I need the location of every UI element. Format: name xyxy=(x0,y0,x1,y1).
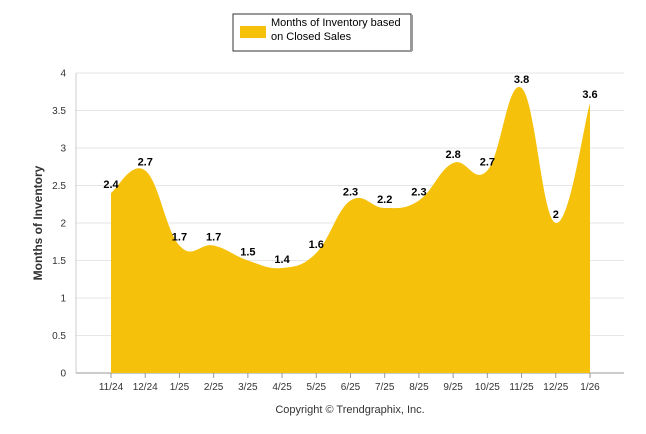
data-label: 2 xyxy=(553,209,559,221)
legend-swatch xyxy=(240,26,266,38)
x-tick-label: 11/24 xyxy=(99,382,124,393)
data-label: 2.2 xyxy=(377,194,392,206)
copyright-credit: Copyright © Trendgraphix, Inc. xyxy=(275,404,424,416)
x-tick-label: 7/25 xyxy=(375,382,395,393)
y-tick-label: 0.5 xyxy=(52,331,66,342)
y-tick-label: 3.5 xyxy=(52,106,66,117)
x-tick-label: 2/25 xyxy=(204,382,224,393)
y-tick-label: 3 xyxy=(60,144,66,155)
y-tick-label: 1 xyxy=(60,294,66,305)
x-tick-label: 9/25 xyxy=(443,382,463,393)
x-tick-label: 12/25 xyxy=(543,382,568,393)
x-tick-label: 6/25 xyxy=(341,382,361,393)
data-label: 2.3 xyxy=(411,187,426,199)
x-tick-label: 10/25 xyxy=(475,382,500,393)
y-tick-label: 0 xyxy=(60,369,66,380)
legend: Months of Inventory based on Closed Sale… xyxy=(232,13,413,52)
data-label: 2.8 xyxy=(445,149,460,161)
x-tick-label: 11/25 xyxy=(509,382,534,393)
data-label: 1.7 xyxy=(172,232,187,244)
data-label: 3.8 xyxy=(514,74,529,86)
data-label: 1.5 xyxy=(240,247,255,259)
x-tick-label: 12/24 xyxy=(133,382,158,393)
legend-label-line2: on Closed Sales xyxy=(271,31,352,43)
data-label: 3.6 xyxy=(582,89,597,101)
data-label: 2.4 xyxy=(103,179,119,191)
x-tick-label: 3/25 xyxy=(238,382,258,393)
x-tick-label: 1/25 xyxy=(170,382,190,393)
data-label: 2.7 xyxy=(480,157,495,169)
data-label: 1.6 xyxy=(309,239,324,251)
y-tick-label: 2.5 xyxy=(52,181,66,192)
area-fill xyxy=(111,87,590,373)
x-axis-ticks: 11/24 12/24 1/25 2/25 3/25 4/25 5/25 6/25 7/25 8/… xyxy=(99,373,600,393)
legend-label-line1: Months of Inventory based xyxy=(271,17,401,29)
x-tick-label: 5/25 xyxy=(307,382,327,393)
x-tick-label: 1/26 xyxy=(580,382,600,393)
x-tick-label: 4/25 xyxy=(272,382,292,393)
y-tick-label: 4 xyxy=(60,69,66,80)
data-label: 1.4 xyxy=(274,254,290,266)
y-axis-title: Months of Inventory xyxy=(31,165,45,280)
data-label: 2.3 xyxy=(343,187,358,199)
data-label: 1.7 xyxy=(206,232,221,244)
y-tick-label: 2 xyxy=(60,219,66,230)
area-series xyxy=(111,87,590,373)
data-label: 2.7 xyxy=(138,157,153,169)
y-axis-ticks: 0 0.5 1 1.5 2 2.5 3 3.5 4 xyxy=(52,69,66,380)
y-tick-label: 1.5 xyxy=(52,256,66,267)
data-labels: 2.4 2.7 1.7 1.7 1.5 1.4 1.6 2.3 2.2 2.3 2.8 2.7 3.8 2… xyxy=(103,74,597,266)
x-tick-label: 8/25 xyxy=(409,382,429,393)
